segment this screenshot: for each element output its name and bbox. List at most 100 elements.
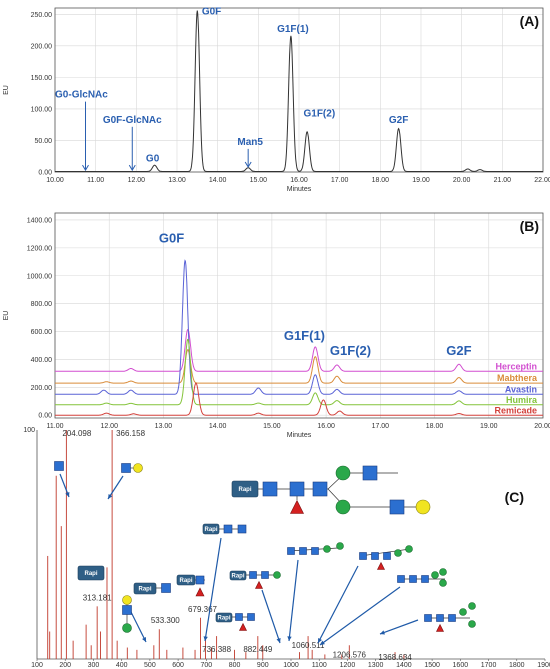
panel-c-peak-labels: 204.098 366.158 313.181 533.300 679.367 736.3… [62, 429, 412, 662]
glcnac-square-icon [371, 552, 379, 560]
panel-a-x-tick: 20.00 [453, 177, 471, 184]
panel-b-peak-label: G1F(1) [284, 328, 325, 343]
glcnac-square-icon [247, 613, 255, 621]
panel-c-peak-label: 1206.576 [333, 650, 367, 659]
panel-a-x-tick: 19.00 [412, 177, 430, 184]
panel-b-annotations: G0F G1F(1) G1F(2) G2F [159, 230, 472, 358]
hexnac-ion-square-icon [121, 463, 131, 473]
panel-c-x-tick: 200 [59, 662, 71, 669]
panel-a-x-axis-label: Minutes [287, 186, 312, 193]
rapi-tag-label: Rapi [84, 571, 97, 577]
mannose-circle-icon [122, 623, 132, 633]
panel-c-x-tick: 1000 [283, 662, 299, 669]
glcnac-square-icon [289, 481, 305, 497]
panel-a-x-tick: 16.00 [290, 177, 308, 184]
panel-b-legend-humira: Humira [506, 395, 538, 405]
panel-c-peak-label: 1368.634 [378, 653, 412, 662]
panel-b-peak-label: G1F(2) [330, 343, 371, 358]
panel-a-y-tick: 150.00 [31, 75, 53, 82]
panel-a-x-tick: 15.00 [250, 177, 268, 184]
hexose-circle-icon [394, 549, 402, 557]
panel-a-peak-label: G2F [389, 115, 408, 126]
panel-a-y-tick: 100.00 [31, 106, 53, 113]
panel-a-peak-label: G1F(2) [303, 108, 335, 119]
glcnac-square-icon [262, 481, 278, 497]
glcnac-square-icon [287, 547, 295, 555]
panel-c-arrowhead [380, 630, 385, 635]
panel-c-arrowhead [318, 638, 323, 643]
glcnac-square-icon [161, 583, 171, 593]
panel-b-x-tick: 17.00 [372, 423, 390, 430]
panel-c-peak-label: 679.367 [188, 605, 217, 614]
rapi-tag-icon [133, 582, 157, 595]
galactose-circle-icon [122, 595, 132, 605]
panel-a-peak-label: G0F-GlcNAc [103, 115, 162, 126]
hexose-circle-icon [439, 579, 447, 587]
panel-c-peak-label: 1060.511 [292, 641, 325, 650]
rapi-tag-icon [77, 565, 105, 581]
rapi-tag-icon [229, 570, 247, 581]
panel-b-traces [55, 259, 543, 416]
panel-b-trace-herceptin [55, 329, 543, 372]
panel-c-arrowhead [142, 637, 146, 642]
rapi-tag-label: Rapi [179, 578, 192, 584]
panel-b-x-tick: 19.00 [480, 423, 498, 430]
fucose-triangle-icon [255, 580, 263, 589]
panel-c-arrowhead [320, 640, 325, 645]
panel-c-x-tick: 700 [200, 662, 212, 669]
panel-b-y-tick: 600.00 [31, 329, 53, 336]
panel-c-peak-label: 533.300 [151, 616, 180, 625]
panel-b-y-tick: 1000.00 [27, 273, 52, 280]
panel-c-x-tick: 1800 [509, 662, 525, 669]
panel-a-chromatogram: 10.00 11.00 12.00 13.00 14.00 15.00 16.00 17.00… [3, 6, 550, 193]
rapi-tag-label: Rapi [231, 574, 244, 580]
glcnac-square-icon [235, 613, 243, 621]
panel-b-grid [54, 213, 544, 418]
glcnac-square-icon [421, 575, 429, 583]
panel-a-peak-label: G0 [146, 153, 160, 164]
panel-a-x-tick: 14.00 [209, 177, 227, 184]
panel-c-arrow [107, 475, 124, 500]
panel-a-frame [54, 7, 544, 173]
panel-b-x-tick: 16.00 [317, 423, 335, 430]
hexose-circle-icon [336, 542, 344, 550]
glcnac-square-icon [299, 547, 307, 555]
panel-c-x-tick: 300 [88, 662, 100, 669]
panel-b-legend-herceptin: Herceptin [495, 361, 537, 371]
rapi-tag-label: Rapi [138, 587, 151, 593]
hexose-circle-icon [468, 620, 476, 628]
glcnac-square-icon [389, 499, 405, 515]
panel-c-arrow [261, 589, 281, 644]
panel-b-axes [54, 212, 544, 419]
panel-b-trace-humira [55, 338, 543, 406]
rapi-tag-label: Rapi [238, 487, 251, 493]
glcnac-square-icon [312, 481, 328, 497]
panel-b-x-tick: 12.00 [100, 423, 118, 430]
panel-c-arrowhead [65, 492, 70, 497]
panel-c-x-tick: 1700 [481, 662, 497, 669]
panel-c-x-tick: 1100 [312, 662, 327, 669]
panel-a-y-tick: 200.00 [31, 43, 53, 50]
panel-a-x-tick: 21.00 [494, 177, 512, 184]
panel-b-peak-label: G2F [446, 343, 471, 358]
panel-c-x-tick: 1600 [453, 662, 469, 669]
panel-a-axes [54, 7, 544, 173]
panel-b-x-tick: 14.00 [209, 423, 227, 430]
panel-a-label: (A) [520, 13, 539, 29]
panel-c-peak-label: 882.449 [243, 645, 272, 654]
glcnac-square-icon [359, 552, 367, 560]
panel-a-x-tick: 13.00 [168, 177, 186, 184]
panel-a-trace [55, 10, 543, 172]
panel-c-peak-label: 736.388 [202, 645, 231, 654]
panel-c-arrow [317, 565, 359, 644]
panel-c-arrow [204, 537, 222, 642]
panel-c-x-tick: 1200 [340, 662, 356, 669]
rapi-tag-icon [215, 612, 233, 623]
rapi-tag-label: Rapi [279, 543, 292, 549]
hexose-circle-icon [323, 545, 331, 553]
hexose-circle-icon [405, 545, 413, 553]
glcnac-square-icon [237, 524, 247, 534]
panel-c-x-tick: 400 [116, 662, 128, 669]
panel-a-x-tick: 22.00 [534, 177, 550, 184]
